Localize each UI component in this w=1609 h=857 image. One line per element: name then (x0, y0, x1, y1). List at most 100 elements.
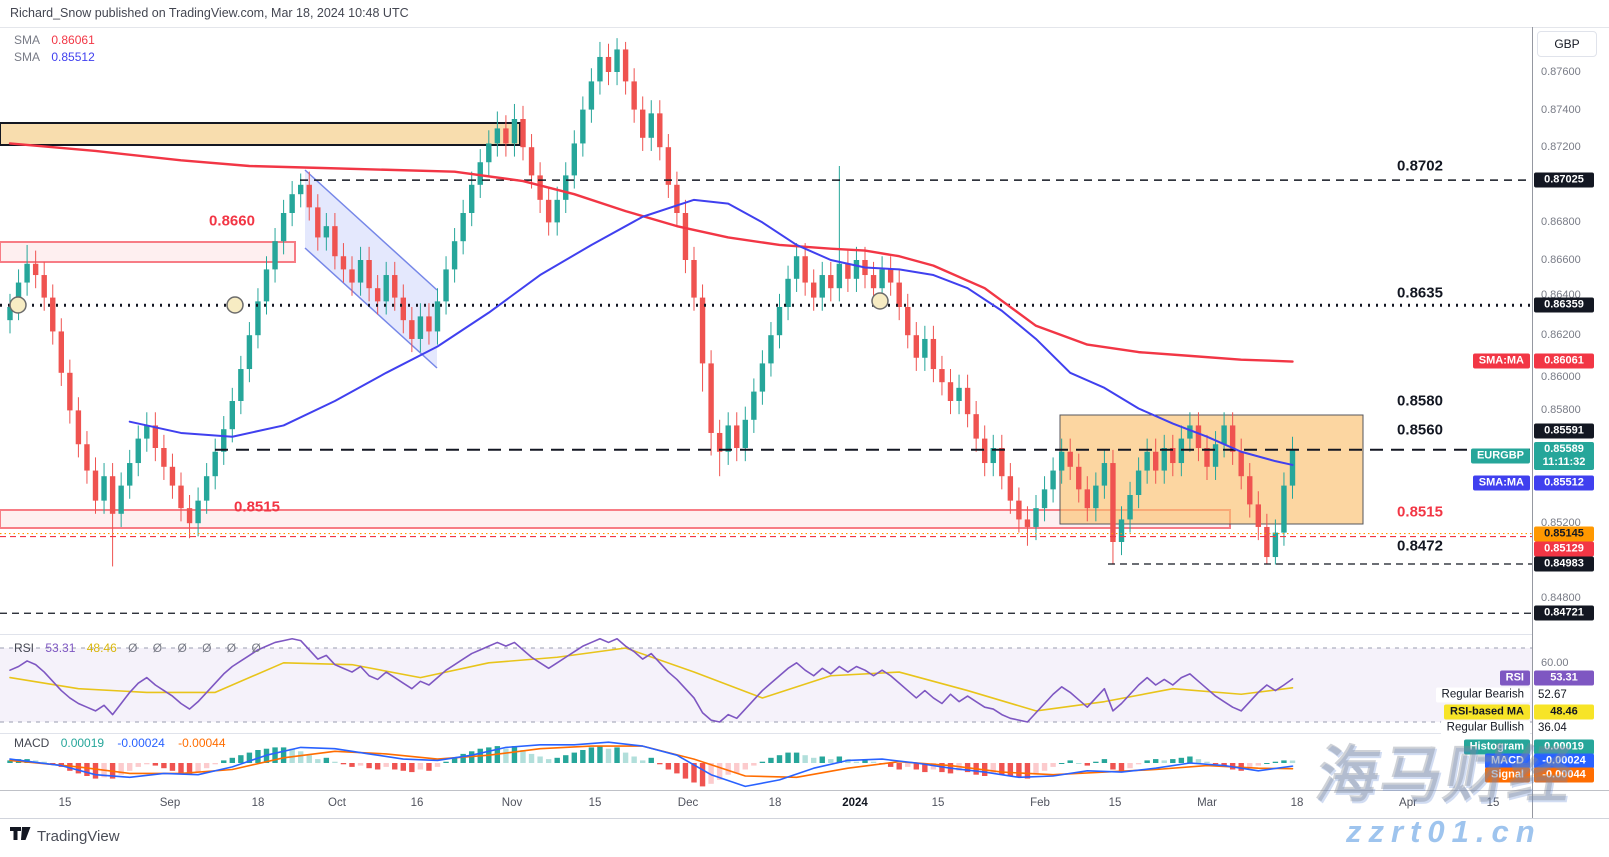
candle-body (1118, 519, 1125, 542)
macd-histogram-bar (614, 747, 620, 763)
candle-body (896, 282, 902, 307)
macd-histogram-bar (768, 757, 774, 763)
macd-histogram-bar (1212, 763, 1219, 765)
time-axis-label: 18 (768, 797, 782, 809)
time-axis-label: 15 (58, 797, 72, 809)
tradingview-logo-icon[interactable] (10, 826, 31, 846)
price-badge-value: 0.86061 (1534, 353, 1594, 369)
macd-histogram-bar (229, 757, 235, 763)
macd-histogram-bar (1247, 763, 1253, 769)
macd-histogram-bar (734, 763, 740, 774)
macd-histogram-bar (1093, 761, 1099, 763)
price-scale-label: 0.86200 (1541, 329, 1581, 341)
candle-body (1033, 508, 1039, 527)
candle-body (1161, 448, 1167, 471)
rsi-divergence-label: Regular Bearish (1435, 687, 1530, 703)
time-axis-label: 15 (931, 797, 945, 809)
macd-line (9, 741, 1294, 788)
candle-body (1135, 470, 1142, 495)
rsi-badge-value: 48.46 (1534, 704, 1594, 720)
candle-body (1144, 451, 1150, 471)
macd-histogram-bar (246, 752, 253, 763)
candle-body (383, 275, 389, 302)
rsi-badge-label: RSI (1499, 670, 1530, 686)
time-axis-label: Feb (1030, 797, 1050, 809)
macd-legend[interactable]: MACD 0.00019 -0.00024 -0.00044 (14, 736, 226, 750)
macd-histogram-bar (887, 763, 894, 767)
sma1-legend[interactable]: SMA 0.86061 (14, 33, 95, 47)
macd-histogram-bar (1118, 763, 1125, 773)
price-badge-label: SMA:MA (1472, 353, 1530, 369)
macd-histogram-bar (1101, 759, 1108, 763)
candle-body (819, 275, 825, 298)
sma2-label: SMA (14, 50, 41, 64)
candle-body (374, 288, 381, 302)
chart-canvas[interactable] (0, 0, 1532, 792)
macd-histogram-bar (169, 763, 176, 771)
macd-histogram-bar (349, 763, 355, 767)
candle-body (434, 301, 441, 332)
macd-histogram-bar (537, 756, 543, 763)
macd-histogram-bar (828, 759, 834, 763)
time-axis-border (0, 790, 1609, 791)
macd-histogram-bar (332, 761, 338, 763)
candle-body (298, 184, 304, 195)
candle-body (1281, 485, 1287, 533)
candle-body (195, 500, 201, 524)
macd-pane-separator[interactable] (0, 733, 1532, 734)
candle-body (811, 282, 817, 298)
macd-histogram-bar (1110, 763, 1116, 770)
candle-body (255, 301, 261, 336)
time-axis-label: 2024 (842, 797, 868, 809)
macd-histogram-bar (7, 760, 13, 763)
macd-histogram-bar (451, 757, 458, 763)
macd-badge-value: 0.00019 (1534, 739, 1594, 755)
candle-body (665, 147, 672, 185)
rsi-pane-separator[interactable] (0, 634, 1532, 635)
price-badge-value: 0.84983 (1534, 556, 1594, 572)
rsi-legend[interactable]: RSI 53.31 48.46 Ø Ø Ø Ø Ø Ø (14, 641, 267, 655)
macd-histogram-bar (1187, 756, 1193, 763)
macd-histogram-bar (195, 763, 201, 773)
candle-body (545, 199, 552, 223)
rsi-empty-values: Ø Ø Ø Ø Ø Ø (128, 641, 267, 655)
macd-badge-label: Histogram (1463, 739, 1530, 755)
candle-body (50, 297, 56, 332)
candle-body (1050, 470, 1056, 490)
price-badge-label: EURGBP (1470, 448, 1530, 464)
event-circle-marker (9, 296, 27, 314)
tradingview-brand[interactable]: TradingView (37, 827, 120, 845)
candle-body (280, 213, 287, 242)
support-zone-0.8515 (0, 509, 1231, 529)
candle-body (1229, 425, 1236, 452)
macd-histogram-bar (366, 763, 372, 769)
candle-body (323, 226, 330, 238)
time-axis-label: 18 (1290, 797, 1304, 809)
macd-histogram-bar (862, 760, 868, 763)
sma2-legend[interactable]: SMA 0.85512 (14, 50, 95, 64)
candle-body (716, 432, 723, 452)
macd-histogram-bar (588, 747, 595, 763)
candle-body (1076, 466, 1082, 490)
price-badge-value: 0.85591 (1534, 423, 1594, 439)
macd-histogram-bar (520, 750, 526, 763)
macd-histogram-bar (545, 759, 552, 763)
macd-histogram-bar (144, 763, 150, 765)
macd-histogram-bar (298, 751, 304, 763)
candle-body (605, 56, 612, 72)
macd-histogram-bar (1289, 760, 1296, 763)
candle-body (451, 241, 458, 270)
macd-histogram-bar (1255, 763, 1261, 766)
candle-body (494, 128, 501, 144)
event-circle-marker (226, 296, 244, 314)
currency-button[interactable]: GBP (1537, 31, 1597, 57)
price-badge-value: 0.84721 (1534, 605, 1594, 621)
sma-red-line (8, 142, 1294, 363)
candle-body (41, 275, 47, 298)
macd-histogram-bar (323, 757, 330, 763)
candle-body (221, 429, 227, 452)
macd-histogram-bar (1170, 759, 1176, 763)
candle-body (315, 207, 321, 238)
time-axis-label: 15 (588, 797, 602, 809)
candle-body (1153, 451, 1159, 471)
